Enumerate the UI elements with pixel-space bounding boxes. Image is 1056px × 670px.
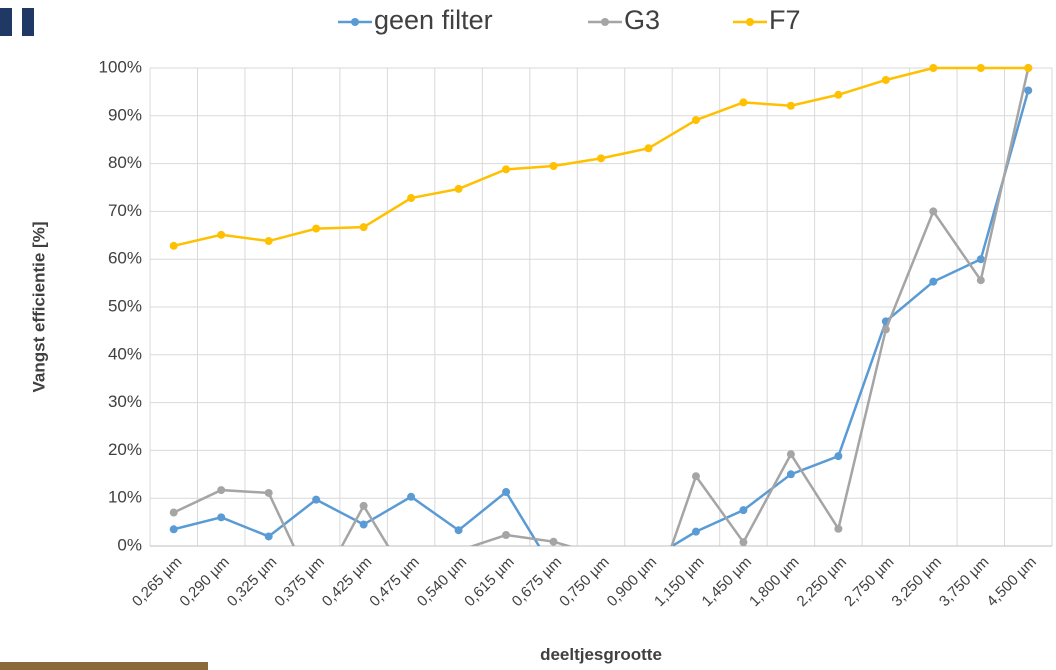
x-tick-label: 0,265 µm: [129, 554, 185, 610]
plot-area: [169, 64, 1033, 617]
point: [881, 75, 890, 84]
point: [407, 194, 416, 203]
point: [786, 101, 795, 110]
x-tick-label: 1,800 µm: [746, 554, 802, 610]
legend-label: geen filter: [374, 5, 493, 35]
point: [455, 547, 463, 555]
series-line: [173, 67, 1030, 546]
point: [1024, 64, 1033, 72]
legend-label: F7: [769, 5, 801, 35]
point: [786, 470, 795, 479]
point: [834, 90, 843, 99]
legend-label: G3: [624, 5, 660, 35]
point: [739, 538, 748, 546]
point: [264, 488, 273, 497]
y-tick-label: 50%: [108, 296, 142, 315]
point: [834, 524, 843, 533]
x-tick-label: 1,450 µm: [699, 554, 755, 610]
point: [264, 532, 273, 541]
x-tick-label: 0,540 µm: [414, 554, 470, 610]
x-tick-label: 0,615 µm: [461, 554, 517, 610]
point: [169, 241, 178, 250]
x-tick-label: 0,675 µm: [509, 554, 565, 610]
point: [739, 98, 748, 107]
point: [502, 487, 511, 496]
y-tick-label: 60%: [108, 249, 142, 268]
x-tick-label: 1,150 µm: [651, 554, 707, 610]
x-tick-label: 4,500 µm: [983, 554, 1039, 610]
point: [691, 472, 700, 481]
x-tick-label: 0,750 µm: [556, 554, 612, 610]
x-tick-label: 0,290 µm: [176, 554, 232, 610]
x-tick-label: 0,325 µm: [224, 554, 280, 610]
decoration: [22, 8, 34, 36]
x-tick-label: 0,900 µm: [604, 554, 660, 610]
point: [597, 154, 605, 163]
y-tick-label: 40%: [108, 344, 142, 363]
y-tick-label: 80%: [108, 153, 142, 172]
y-tick-label: 0%: [117, 535, 142, 554]
point: [549, 537, 558, 546]
y-tick-label: 90%: [108, 105, 142, 124]
point: [169, 508, 178, 517]
x-tick-label: 3,750 µm: [936, 554, 992, 610]
point: [502, 165, 511, 174]
y-tick-label: 20%: [108, 440, 142, 459]
point: [407, 492, 416, 501]
decoration: [0, 8, 12, 36]
x-axis-title: deeltjesgrootte: [540, 645, 662, 664]
x-tick-label: 0,425 µm: [319, 554, 375, 610]
series-line: [173, 90, 1030, 546]
point: [549, 161, 558, 170]
point: [312, 224, 321, 233]
point: [739, 506, 748, 515]
x-tick-label: 0,475 µm: [366, 554, 422, 610]
y-tick-label: 100%: [99, 57, 142, 76]
point: [454, 184, 463, 193]
x-tick-label: 3,250 µm: [888, 554, 944, 610]
point: [881, 325, 890, 334]
legend-marker: [351, 18, 359, 26]
point: [929, 207, 938, 216]
point: [407, 580, 415, 588]
point: [976, 255, 985, 264]
y-tick-label: 10%: [108, 488, 142, 507]
point: [929, 277, 938, 286]
point: [264, 237, 273, 246]
point: [691, 116, 700, 125]
point: [644, 609, 652, 617]
point: [359, 501, 368, 510]
point: [976, 64, 985, 72]
point: [976, 276, 985, 285]
y-axis-title: Vangst efficientie [%]: [29, 222, 48, 393]
point: [644, 144, 653, 153]
x-tick-label: 2,750 µm: [841, 554, 897, 610]
point: [502, 531, 511, 540]
point: [454, 526, 463, 535]
point: [1024, 86, 1033, 95]
point: [786, 450, 795, 459]
point: [217, 513, 226, 522]
point: [929, 64, 938, 72]
x-tick-label: 2,250 µm: [794, 554, 850, 610]
legend-marker: [746, 18, 754, 26]
point: [834, 452, 843, 461]
point: [359, 520, 368, 529]
point: [217, 486, 226, 495]
y-tick-label: 70%: [108, 201, 142, 220]
point: [691, 527, 700, 536]
point: [217, 230, 226, 239]
decoration: [0, 662, 208, 670]
point: [169, 525, 178, 534]
x-tick-label: 0,375 µm: [271, 554, 327, 610]
y-tick-label: 30%: [108, 392, 142, 411]
point: [312, 495, 321, 504]
legend-marker: [601, 18, 609, 26]
point: [359, 223, 368, 232]
